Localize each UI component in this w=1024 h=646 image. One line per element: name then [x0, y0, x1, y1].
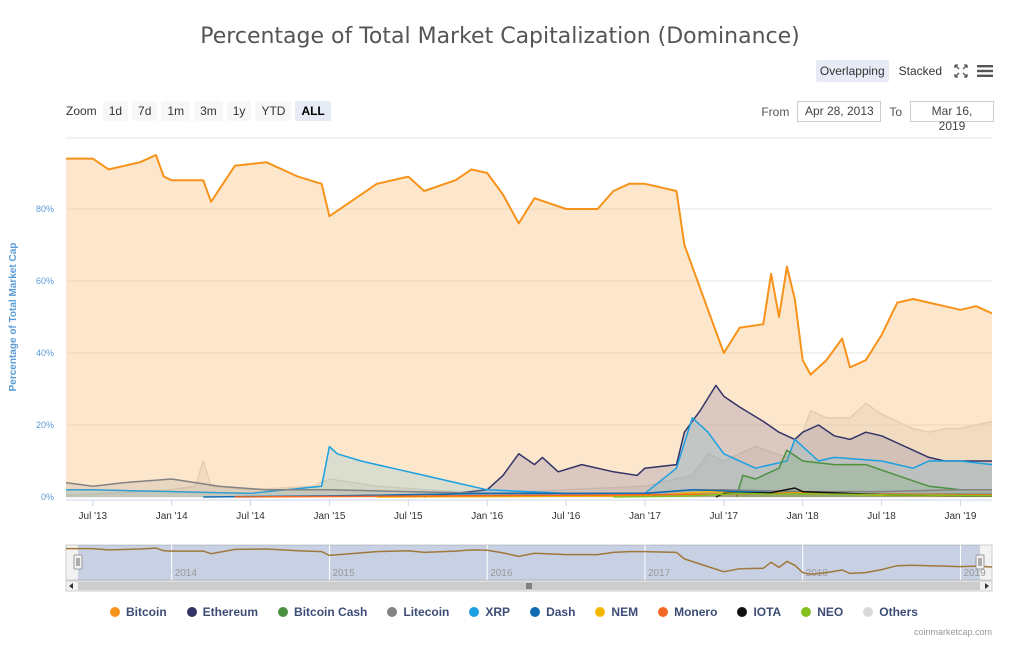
legend-dot-icon	[110, 607, 120, 617]
legend-label: Bitcoin	[126, 605, 167, 619]
series-line-xrp	[66, 417, 993, 495]
fullscreen-icon[interactable]	[952, 62, 970, 80]
from-label: From	[761, 104, 790, 119]
y-axis-label: Percentage of Total Market Cap	[8, 243, 19, 392]
legend-item-xrp[interactable]: XRP	[469, 605, 510, 619]
scroll-left-arrow-icon	[69, 583, 73, 589]
series-area-neo	[613, 493, 992, 497]
legend-item-ethereum[interactable]: Ethereum	[186, 605, 259, 619]
series-line-ethereum	[424, 384, 992, 498]
legend-dot-icon	[801, 607, 812, 617]
legend-dot-icon	[530, 607, 541, 617]
series-area-bitcoin-cash	[736, 450, 992, 497]
navigator-year-label: 2017	[648, 568, 671, 579]
navigator-year-label: 2015	[332, 568, 355, 579]
legend-label: Bitcoin Cash	[294, 605, 368, 619]
series-line-others	[65, 402, 993, 496]
zoom-1m-button[interactable]: 1m	[161, 101, 191, 121]
to-date-input[interactable]: Mar 16, 2019	[910, 101, 994, 133]
legend-item-monero[interactable]: Monero	[658, 605, 717, 619]
legend-item-bitcoin-cash[interactable]: Bitcoin Cash	[278, 605, 367, 619]
x-tick-label: Jul '13	[79, 511, 108, 522]
navigator-right-handle	[975, 554, 985, 570]
x-tick-label: Jan '18	[787, 511, 819, 522]
legend-label: Monero	[674, 605, 718, 619]
legend-item-iota[interactable]: IOTA	[737, 605, 781, 619]
legend-dot-icon	[658, 607, 669, 617]
overlapping-button[interactable]: Overlapping	[815, 60, 889, 82]
legend-dot-icon	[387, 607, 398, 617]
x-tick-label: Jul '18	[867, 511, 896, 522]
stacked-button[interactable]: Stacked	[898, 64, 942, 78]
zoom-3m-button[interactable]: 3m	[194, 101, 223, 121]
legend-item-dash[interactable]: Dash	[530, 605, 575, 619]
y-tick-label: 80%	[36, 204, 54, 214]
legend-item-bitcoin[interactable]: Bitcoin	[110, 605, 167, 619]
legend-label: Others	[879, 605, 918, 619]
legend-label: NEO	[817, 605, 844, 619]
legend-item-nem[interactable]: NEM	[595, 605, 638, 619]
series-line-bitcoin	[66, 154, 993, 376]
zoom-all-button[interactable]: ALL	[295, 101, 331, 121]
zoom-controls: Zoom 1d 7d 1m 3m 1y YTD ALL	[66, 101, 331, 121]
legend-label: NEM	[611, 605, 639, 619]
legend-label: IOTA	[753, 605, 782, 619]
zoom-label: Zoom	[66, 104, 97, 118]
y-tick-label: 60%	[36, 276, 54, 286]
x-tick-label: Jan '19	[944, 511, 976, 522]
legend-dot-icon	[737, 607, 748, 617]
legend-dot-icon	[469, 607, 480, 617]
date-range: From Apr 28, 2013 To Mar 16, 2019	[761, 101, 994, 133]
x-tick-label: Jan '15	[313, 511, 345, 522]
series-line-bitcoin-cash	[735, 449, 992, 498]
legend-item-litecoin[interactable]: Litecoin	[387, 605, 449, 619]
y-tick-label: 40%	[36, 348, 54, 358]
x-tick-label: Jul '16	[552, 511, 581, 522]
x-tick-label: Jul '14	[236, 511, 265, 522]
legend-label: Ethereum	[202, 605, 259, 619]
navigator-year-label: 2019	[963, 568, 986, 579]
from-date-input[interactable]: Apr 28, 2013	[797, 101, 882, 122]
x-tick-label: Jan '14	[156, 511, 188, 522]
x-tick-label: Jul '17	[710, 511, 739, 522]
navigator-left-handle	[73, 554, 83, 570]
credit-text: coinmarketcap.com	[913, 627, 992, 637]
navigator-background	[65, 544, 993, 581]
zoom-7d-button[interactable]: 7d	[132, 101, 158, 121]
navigator-year-label: 2014	[175, 568, 198, 579]
y-tick-label: 0%	[41, 492, 54, 502]
zoom-1y-button[interactable]: 1y	[226, 101, 252, 121]
zoom-ytd-button[interactable]: YTD	[255, 101, 292, 121]
series-line-neo	[613, 492, 993, 498]
series-area-others	[66, 403, 992, 497]
navigator-year-label: 2016	[490, 568, 513, 579]
x-tick-label: Jul '15	[394, 511, 423, 522]
legend-item-others[interactable]: Others	[863, 605, 918, 619]
navigator-selection	[78, 545, 980, 580]
y-tick-label: 20%	[36, 420, 54, 430]
x-tick-label: Jan '17	[629, 511, 661, 522]
scroll-right-arrow-icon	[985, 583, 989, 589]
legend-item-neo[interactable]: NEO	[801, 605, 843, 619]
navigator-bitcoin-line	[66, 547, 993, 576]
to-label: To	[889, 104, 902, 119]
series-area-ethereum	[424, 385, 993, 497]
series-area-bitcoin	[66, 155, 992, 497]
legend-label: Dash	[546, 605, 576, 619]
legend-label: Litecoin	[403, 605, 450, 619]
legend-dot-icon	[863, 607, 874, 617]
legend-dot-icon	[186, 607, 197, 617]
legend-dot-icon	[278, 607, 289, 617]
legend: Bitcoin Ethereum Bitcoin Cash Litecoin XRP Da…	[110, 605, 918, 619]
legend-label: XRP	[485, 605, 511, 619]
menu-icon[interactable]	[976, 62, 994, 80]
x-tick-label: Jan '16	[471, 511, 503, 522]
zoom-1d-button[interactable]: 1d	[102, 101, 129, 121]
view-mode-controls: Overlapping Stacked	[815, 60, 994, 82]
legend-dot-icon	[595, 607, 606, 617]
chart-title: Percentage of Total Market Capitalizatio…	[200, 24, 800, 49]
